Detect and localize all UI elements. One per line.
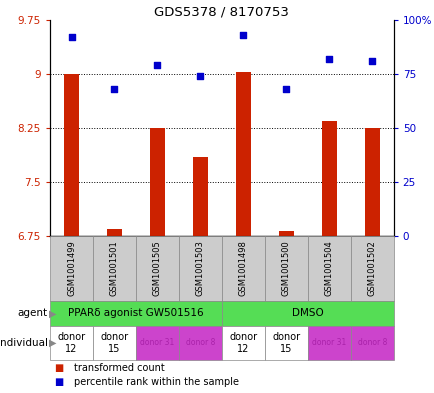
Bar	[50, 236, 93, 301]
Bar	[264, 326, 307, 360]
Text: GSM1001505: GSM1001505	[153, 241, 161, 296]
Text: DMSO: DMSO	[291, 309, 323, 318]
Bar	[350, 326, 393, 360]
Point	[154, 62, 161, 68]
Title: GDS5378 / 8170753: GDS5378 / 8170753	[154, 6, 289, 18]
Bar	[178, 326, 221, 360]
Text: donor
12: donor 12	[57, 332, 85, 354]
Text: PPARδ agonist GW501516: PPARδ agonist GW501516	[68, 309, 203, 318]
Point	[325, 55, 332, 62]
Text: donor
12: donor 12	[229, 332, 257, 354]
Point	[68, 34, 75, 40]
Bar	[350, 236, 393, 301]
Text: donor 8: donor 8	[357, 338, 386, 347]
Bar	[136, 236, 178, 301]
Text: GSM1001500: GSM1001500	[281, 241, 290, 296]
Text: GSM1001503: GSM1001503	[195, 240, 204, 296]
Bar	[235, 72, 250, 236]
Text: donor
15: donor 15	[100, 332, 128, 354]
Text: GSM1001501: GSM1001501	[110, 241, 118, 296]
Point	[368, 57, 375, 64]
Bar	[50, 301, 221, 326]
Point	[282, 86, 289, 92]
Bar	[307, 326, 350, 360]
Bar	[93, 326, 136, 360]
Text: donor
15: donor 15	[272, 332, 299, 354]
Text: GSM1001499: GSM1001499	[67, 241, 76, 296]
Text: donor 31: donor 31	[140, 338, 174, 347]
Bar	[221, 326, 264, 360]
Bar	[136, 326, 178, 360]
Bar	[321, 121, 336, 236]
Bar	[221, 301, 393, 326]
Bar	[192, 156, 207, 236]
Bar	[278, 231, 293, 236]
Text: donor 31: donor 31	[312, 338, 345, 347]
Bar	[307, 236, 350, 301]
Point	[239, 31, 246, 38]
Text: ■: ■	[54, 377, 63, 387]
Text: percentile rank within the sample: percentile rank within the sample	[74, 377, 238, 387]
Point	[197, 73, 204, 79]
Text: transformed count: transformed count	[74, 363, 164, 373]
Text: ▶: ▶	[49, 309, 56, 318]
Text: donor 8: donor 8	[185, 338, 214, 347]
Text: ■: ■	[54, 363, 63, 373]
Text: agent: agent	[18, 309, 48, 318]
Bar	[150, 128, 164, 236]
Text: GSM1001498: GSM1001498	[238, 240, 247, 296]
Bar	[364, 128, 379, 236]
Text: ▶: ▶	[49, 338, 56, 348]
Text: GSM1001504: GSM1001504	[324, 241, 333, 296]
Bar	[107, 229, 122, 236]
Text: GSM1001502: GSM1001502	[367, 241, 376, 296]
Point	[111, 86, 118, 92]
Text: individual: individual	[0, 338, 48, 348]
Bar	[93, 236, 136, 301]
Bar	[64, 74, 79, 236]
Bar	[221, 236, 264, 301]
Bar	[50, 326, 93, 360]
Bar	[178, 236, 221, 301]
Bar	[264, 236, 307, 301]
